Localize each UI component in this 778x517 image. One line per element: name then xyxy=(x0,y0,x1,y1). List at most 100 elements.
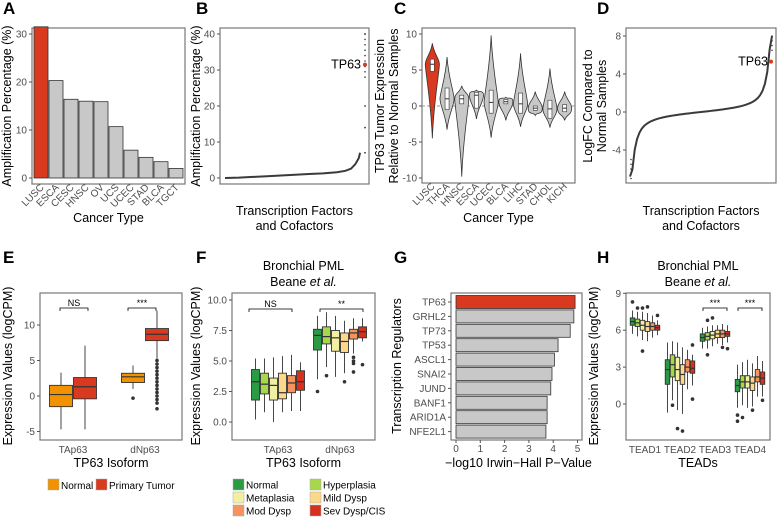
y-tick-label: 20 xyxy=(204,102,216,113)
legend-label: Primary Tumor xyxy=(109,481,175,492)
x-tick-label: dNp63 xyxy=(325,445,355,456)
significance-bracket xyxy=(319,308,364,312)
panel-label-e: E xyxy=(3,248,14,267)
panel-h-plot-area xyxy=(625,292,771,441)
legend-label: Sev Dysp/CIS xyxy=(323,507,386,517)
panel-label-b: B xyxy=(196,0,208,18)
data-point xyxy=(364,105,366,107)
data-point xyxy=(364,49,366,51)
data-point xyxy=(630,168,632,170)
y-tick-label: NFE2L1 xyxy=(409,427,446,438)
outlier-point xyxy=(720,345,725,350)
y-tick-label: JUND xyxy=(419,384,446,395)
bar-tp73 xyxy=(455,323,571,338)
outlier-point xyxy=(690,397,695,401)
box xyxy=(296,370,305,391)
y-axis-title: Amplification Percentage (%) xyxy=(189,25,203,186)
outlier-point xyxy=(155,358,159,363)
violin-lusc xyxy=(424,43,440,139)
outlier-point xyxy=(640,349,645,353)
plot-title: Beane et al. xyxy=(665,275,732,289)
bar-tgct xyxy=(168,167,184,179)
x-axis-title: and Cofactors xyxy=(256,219,334,233)
bar-ucec xyxy=(123,149,139,179)
bar-nfe2l1 xyxy=(455,424,547,439)
y-tick-label: 10.0 xyxy=(208,296,228,307)
y-tick-label: 0 xyxy=(411,102,417,113)
outlier-point xyxy=(155,372,159,377)
panel-d-plot-area xyxy=(625,27,777,184)
significance-label: *** xyxy=(137,298,148,308)
tp63-label: TP63 xyxy=(331,58,361,72)
data-point xyxy=(364,44,366,46)
outlier-point xyxy=(155,380,159,384)
outlier-point xyxy=(705,318,710,323)
panel-f-plot-area xyxy=(231,292,376,441)
plot-title-etal: et al. xyxy=(310,275,337,289)
violin-box xyxy=(430,58,435,72)
outlier-point xyxy=(155,390,159,395)
y-tick-label: TP53 xyxy=(422,341,446,352)
x-axis-title: Transcription Factors xyxy=(643,204,760,218)
x-axis-title: Transcription Factors xyxy=(236,204,353,218)
box xyxy=(689,360,696,374)
outlier-point xyxy=(740,415,745,420)
bar-hnsc xyxy=(78,100,94,179)
outlier-point xyxy=(342,379,347,384)
box xyxy=(121,372,145,383)
panel-b-plot-area xyxy=(219,27,370,185)
x-tick-label: TEAD2 xyxy=(664,445,697,456)
x-axis-title: Cancer Type xyxy=(463,211,534,225)
x-tick-label: TEAD1 xyxy=(629,445,662,456)
box xyxy=(287,375,296,394)
y-tick-label: -5 xyxy=(26,427,35,438)
x-axis-title: and Cofactors xyxy=(662,219,740,233)
y-tick-label: 7.5 xyxy=(213,326,227,337)
outlier-point xyxy=(360,362,365,367)
y-tick-label: GRHL2 xyxy=(413,312,447,323)
outlier-point xyxy=(760,398,765,403)
box xyxy=(49,384,73,408)
data-point xyxy=(630,158,632,161)
legend-label: Hyperplasia xyxy=(323,481,376,492)
panel-g-plot-area xyxy=(450,292,583,441)
significance-label: NS xyxy=(264,299,277,309)
y-tick-label: 0 xyxy=(21,174,27,185)
outlier-point xyxy=(351,361,356,366)
x-axis-title: TP63 Isoform xyxy=(73,456,148,470)
y-axis-title: Relative to Normal Samples xyxy=(387,29,401,184)
x-tick-label: 5 xyxy=(575,444,581,455)
bar-cesc xyxy=(63,98,79,179)
bar-stad xyxy=(138,156,154,179)
box xyxy=(278,372,287,400)
violin-ucec xyxy=(483,35,499,138)
panel-label-a: A xyxy=(3,0,15,18)
legend-swatch xyxy=(232,478,245,491)
tp63-point xyxy=(363,62,367,67)
legend-swatch xyxy=(47,478,60,491)
legend-label: Metaplasia xyxy=(246,494,295,505)
y-tick-label: 5 xyxy=(29,356,35,367)
y-tick-label: ARID1A xyxy=(410,413,446,424)
y-tick-label: 2.5 xyxy=(213,387,227,398)
legend-swatch xyxy=(232,491,245,504)
outlier-point xyxy=(155,406,159,411)
legend-label: Normal xyxy=(246,481,278,492)
outlier-point xyxy=(155,397,159,402)
x-tick-label: 1 xyxy=(478,444,484,455)
bar-ucs xyxy=(108,126,124,179)
plot-title: Bronchial PML xyxy=(657,259,738,273)
outlier-point xyxy=(155,369,159,373)
outlier-point xyxy=(705,353,710,357)
y-tick-label: 0 xyxy=(615,400,621,411)
violin-stad xyxy=(527,91,543,117)
box xyxy=(322,326,331,345)
bar-ascl1 xyxy=(455,352,555,367)
y-tick-label: 0.0 xyxy=(213,418,227,429)
legend-label: Normal xyxy=(61,481,93,492)
data-point xyxy=(364,151,366,154)
x-tick-label: TAp63 xyxy=(264,445,293,456)
x-axis-title: TP63 Isoform xyxy=(266,456,341,470)
y-axis-title: Amplification Percentage (%) xyxy=(0,25,14,186)
